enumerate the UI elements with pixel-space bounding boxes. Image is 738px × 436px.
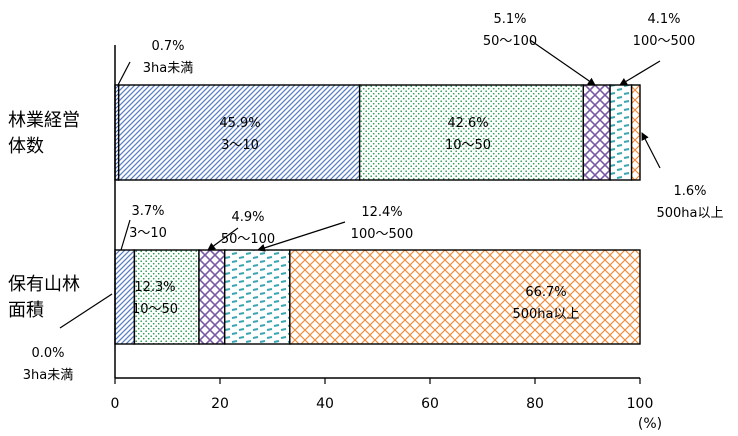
data-label-range: 10～50 [445, 138, 491, 153]
bar-segment [630, 84, 641, 181]
x-tick-label: 0 [111, 396, 120, 412]
data-label-percent: 66.7% [525, 285, 566, 300]
x-tick-label: 100 [627, 396, 654, 412]
x-tick-label: 20 [211, 396, 229, 412]
data-label-range: 100～500 [633, 34, 696, 49]
label-layer: 0.7% 3ha未満 45.9% 3～10 42.6% 10～50 5.1% 50～100 4.… [23, 12, 724, 383]
leader-line [619, 60, 661, 86]
data-label-range: 500ha以上 [512, 307, 579, 322]
leader-line [59, 293, 113, 329]
data-label-range: 500ha以上 [656, 206, 723, 221]
bar-segment [198, 249, 226, 345]
data-label-percent: 0.0% [31, 346, 64, 361]
bar-segment [114, 249, 136, 345]
data-label-range: 3～10 [129, 226, 167, 241]
bar-segment [358, 84, 584, 181]
leader-line [117, 61, 131, 86]
data-label-range: 100～500 [351, 227, 414, 242]
bar-segment [133, 249, 200, 345]
bar-segment [289, 249, 641, 345]
bar-segment [224, 249, 291, 345]
data-label-range: 50～100 [221, 232, 275, 247]
data-label-percent: 42.6% [447, 116, 488, 131]
bar-segment [582, 84, 611, 181]
data-label-range: 3～10 [221, 138, 259, 153]
x-axis-unit: (%) [638, 416, 662, 432]
data-label-range: 10～50 [132, 302, 178, 317]
data-label-percent: 4.9% [231, 210, 264, 225]
category-label: 面積 [8, 300, 44, 321]
leader-line [207, 227, 239, 251]
data-label-percent: 5.1% [493, 12, 526, 27]
category-label: 体数 [8, 136, 44, 157]
x-tick-label: 40 [316, 396, 334, 412]
data-label-range: 50～100 [483, 34, 537, 49]
data-label-percent: 45.9% [219, 116, 260, 131]
bars-layer [114, 84, 641, 345]
data-label-percent: 0.7% [151, 39, 184, 54]
data-label-percent: 4.1% [647, 12, 680, 27]
leader-line [120, 219, 131, 251]
bar-segment [117, 84, 361, 181]
data-label-range: 3ha未満 [23, 368, 73, 383]
leader-line [529, 39, 596, 86]
category-label: 保有山林 [8, 274, 80, 295]
x-tick-label: 60 [421, 396, 439, 412]
leader-line [257, 221, 346, 252]
data-label-percent: 1.6% [673, 184, 706, 199]
data-label-percent: 3.7% [131, 204, 164, 219]
data-label-percent: 12.4% [361, 205, 402, 220]
x-tick-label: 80 [526, 396, 544, 412]
category-label: 林業経営 [8, 110, 80, 131]
data-label-percent: 12.3% [134, 280, 175, 295]
data-label-range: 3ha未満 [143, 61, 193, 76]
leader-line [641, 132, 661, 169]
bar-segment [609, 84, 633, 181]
